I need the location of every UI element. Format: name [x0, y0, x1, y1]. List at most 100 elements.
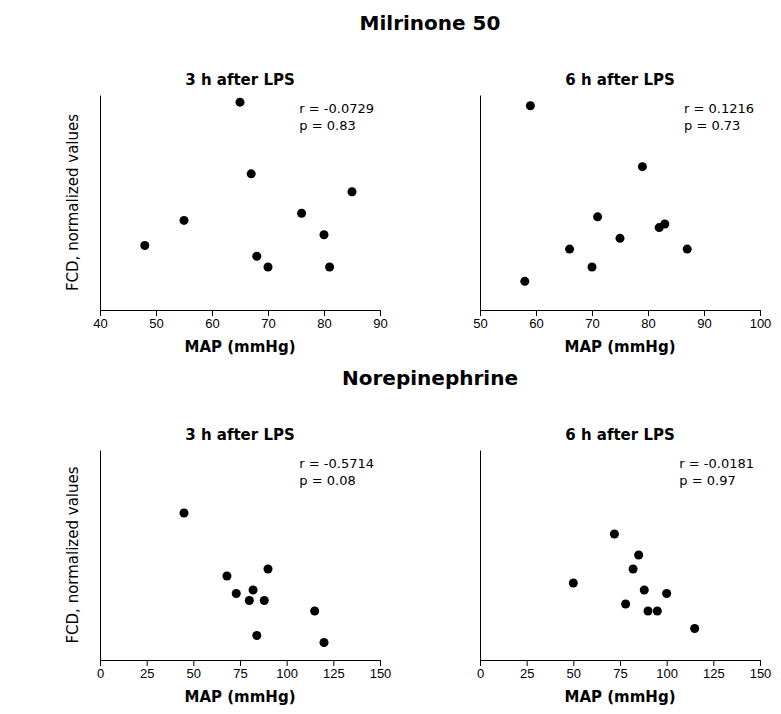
x-tick-label: 125 [323, 666, 345, 681]
x-tick-label: 50 [473, 316, 487, 331]
point [593, 212, 602, 221]
point [634, 550, 643, 559]
x-tick-label: 70 [261, 316, 275, 331]
point [252, 631, 261, 640]
panel: 02550751001251506 h after LPSMAP (mmHg)r… [477, 426, 771, 706]
x-tick: 80 [317, 310, 331, 331]
annotation: r = 0.1216 p = 0.73 [684, 101, 754, 133]
point [179, 508, 188, 517]
x-tick-mark [193, 660, 194, 666]
y-axis-line [480, 451, 481, 661]
x-axis-line [101, 661, 381, 667]
x-tick-label: 80 [641, 316, 655, 331]
x-tick-mark [760, 310, 761, 316]
subplot-title: 6 h after LPS [565, 426, 675, 444]
x-tick: 90 [697, 310, 711, 331]
point [263, 564, 272, 573]
point [629, 564, 638, 573]
point [610, 529, 619, 538]
x-tick-label: 75 [233, 666, 247, 681]
annotation-line: p = 0.97 [679, 473, 735, 488]
x-axis-line [481, 661, 761, 667]
x-tick: 50 [149, 310, 163, 331]
x-axis-line [101, 311, 381, 317]
x-tick-label: 75 [613, 666, 627, 681]
points [569, 529, 699, 633]
y-label: FCD, normalized values [64, 466, 82, 643]
x-tick-mark [713, 660, 714, 666]
x-tick-mark [648, 310, 649, 316]
point [643, 606, 652, 615]
x-tick-mark [268, 310, 269, 316]
x-tick: 50 [187, 660, 201, 681]
x-tick: 0 [97, 660, 104, 681]
x-axis: 405060708090 [93, 310, 387, 331]
x-tick-mark [380, 660, 381, 666]
x-label: MAP (mmHg) [564, 338, 675, 356]
y-axis-line [100, 451, 101, 661]
x-tick-mark [480, 660, 481, 666]
y-axis-line [480, 96, 481, 311]
x-tick-label: 0 [97, 666, 104, 681]
x-tick-label: 150 [370, 666, 392, 681]
point [232, 589, 241, 598]
x-tick: 75 [233, 660, 247, 681]
y-axis [480, 451, 481, 661]
x-tick-label: 50 [567, 666, 581, 681]
point [640, 585, 649, 594]
point [260, 596, 269, 605]
point [621, 599, 630, 608]
panel: 0 25 50 75 100 125 150 3 h after LPS MAP (mmHg) F… [64, 426, 391, 706]
x-tick-label: 100 [276, 666, 298, 681]
x-tick: 60 [205, 310, 219, 331]
x-label: MAP (mmHg) [184, 688, 295, 706]
x-tick: 70 [261, 310, 275, 331]
x-tick: 25 [520, 660, 534, 681]
x-tick-label: 90 [697, 316, 711, 331]
subplot-title: 3 h after LPS [185, 426, 295, 444]
point [140, 241, 149, 250]
x-label: MAP (mmHg) [564, 688, 675, 706]
annotation-line: r = 0.1216 [684, 101, 754, 116]
point [565, 245, 574, 254]
x-tick-label: 25 [140, 666, 154, 681]
point [179, 216, 188, 225]
annotation-line: p = 0.73 [684, 118, 740, 133]
x-tick-mark [704, 310, 705, 316]
x-tick-mark [620, 660, 621, 666]
x-tick: 50 [473, 310, 487, 331]
point [235, 98, 244, 107]
points [179, 508, 328, 647]
y-axis [100, 451, 101, 661]
x-tick: 125 [703, 660, 725, 681]
point [653, 606, 662, 615]
x-tick-mark [480, 310, 481, 316]
y-axis-line [100, 96, 101, 311]
x-axis: 0 25 50 75 100 125 150 [97, 660, 391, 681]
y-axis [100, 96, 101, 311]
x-tick-mark [667, 660, 668, 666]
x-tick-label: 25 [520, 666, 534, 681]
panel: 4050607080903 h after LPSMAP (mmHg)FCD, … [64, 71, 388, 356]
x-tick: 90 [373, 310, 387, 331]
x-tick-label: 0 [477, 666, 484, 681]
point [347, 187, 356, 196]
x-tick-label: 100 [750, 316, 772, 331]
point [297, 209, 306, 218]
points [140, 98, 356, 272]
y-axis [480, 96, 481, 311]
x-tick: 75 [613, 660, 627, 681]
x-tick-label: 150 [750, 666, 772, 681]
point [615, 234, 624, 243]
annotation-line: p = 0.83 [299, 118, 355, 133]
x-tick-label: 80 [317, 316, 331, 331]
point [252, 252, 261, 261]
point [263, 262, 272, 271]
x-tick-label: 70 [585, 316, 599, 331]
x-tick: 70 [585, 310, 599, 331]
annotation: r = -0.0181p = 0.97 [679, 456, 754, 488]
point [526, 101, 535, 110]
panel: 50607080901006 h after LPSMAP (mmHg)r = … [473, 71, 771, 356]
point [520, 277, 529, 286]
point [690, 624, 699, 633]
